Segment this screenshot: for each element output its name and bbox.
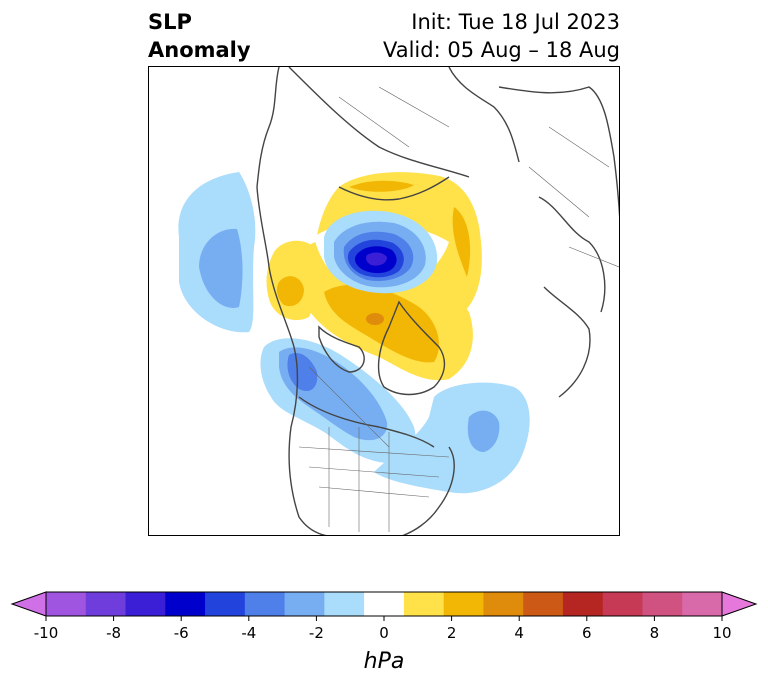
colorbar-bin — [125, 592, 166, 616]
init-date: Init: Tue 18 Jul 2023 — [411, 10, 620, 34]
colorbar-tick-label: 6 — [582, 624, 592, 642]
arctic-negative-anomaly — [324, 210, 438, 294]
colorbar-unit-label: hPa — [364, 649, 405, 674]
colorbar-bin — [46, 592, 87, 616]
colorbar-bin — [562, 592, 604, 616]
colorbar-svg: -10 -8 -6 -4 -2 0 2 4 6 8 10 hPa — [10, 591, 758, 674]
colorbar-bin — [682, 592, 723, 616]
colorbar-tick-label: 2 — [447, 624, 457, 642]
atlantic-negative-anomaly — [374, 382, 530, 494]
colorbar-bin — [205, 592, 246, 616]
colorbar-bins — [10, 591, 758, 617]
colorbar-tick-label: 4 — [514, 624, 524, 642]
colorbar-bin — [244, 592, 286, 616]
map-svg — [149, 67, 619, 535]
colorbar-bin — [523, 592, 564, 616]
colorbar-tick-label: -10 — [34, 624, 59, 642]
map-title: SLP Anomaly — [148, 8, 251, 64]
title-anomaly: Anomaly — [148, 38, 251, 62]
colorbar-bin — [483, 592, 524, 616]
pacific-negative-anomaly — [178, 172, 256, 333]
coastlines — [256, 67, 619, 535]
colorbar-bin — [602, 592, 643, 616]
colorbar-bin — [443, 592, 484, 616]
colorbar-tick-label: -4 — [241, 624, 256, 642]
colorbar-bin — [642, 592, 683, 616]
north-america-negative-anomaly — [260, 338, 416, 463]
colorbar-ticks: -10 -8 -6 -4 -2 0 2 4 6 8 10 — [34, 616, 732, 642]
colorbar: -10 -8 -6 -4 -2 0 2 4 6 8 10 hPa — [0, 580, 768, 686]
colorbar-tick-label: -8 — [106, 624, 121, 642]
colorbar-bin — [284, 592, 325, 616]
colorbar-extend-high — [721, 591, 758, 617]
forecast-info: Init: Tue 18 Jul 2023 Valid: 05 Aug – 18… — [383, 8, 620, 64]
political-borders — [298, 86, 619, 532]
canada-west-positive-anomaly — [266, 240, 321, 321]
colorbar-tick-label: 0 — [379, 624, 389, 642]
colorbar-tick-label: -2 — [309, 624, 324, 642]
title-slp: SLP — [148, 10, 192, 34]
colorbar-extend-low — [10, 591, 47, 617]
valid-range: Valid: 05 Aug – 18 Aug — [382, 38, 620, 62]
colorbar-bin — [403, 592, 445, 616]
colorbar-bin — [85, 592, 127, 616]
colorbar-bin — [324, 592, 365, 616]
colorbar-tick-label: 8 — [650, 624, 660, 642]
colorbar-bin — [364, 592, 405, 616]
colorbar-tick-label: 10 — [712, 624, 731, 642]
colorbar-bin — [165, 592, 206, 616]
colorbar-tick-label: -6 — [174, 624, 189, 642]
slp-anomaly-map — [148, 66, 620, 536]
